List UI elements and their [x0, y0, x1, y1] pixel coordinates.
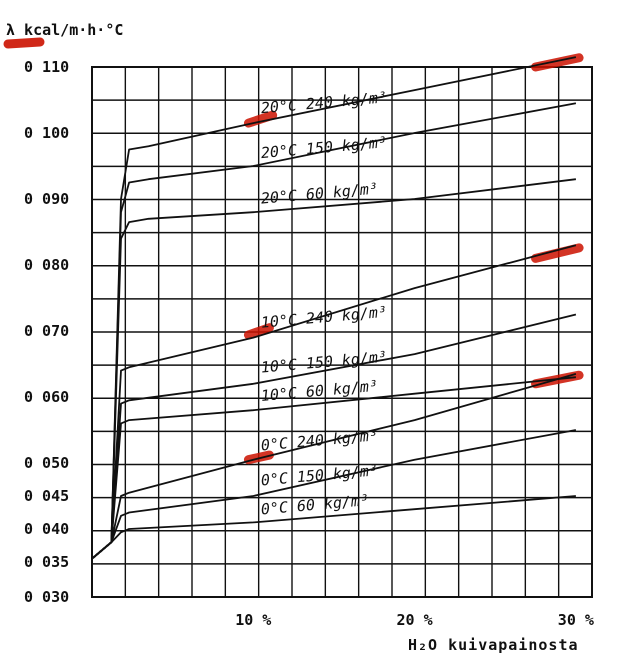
highlight-mark — [531, 53, 584, 72]
highlight-mark — [243, 323, 274, 340]
x-tick-label: 20 % — [397, 611, 433, 629]
x-tick-label: 30 % — [558, 611, 594, 629]
y-tick-label: 0 030 — [24, 588, 69, 606]
series-line-9 — [91, 495, 576, 560]
curve-label-8: 0°C 150 kg/m³ — [260, 461, 379, 489]
y-tick-label: 0 060 — [24, 388, 69, 406]
y-tick-label: 0 070 — [24, 322, 69, 340]
curve-label-5: 10°C 150 kg/m³ — [260, 348, 388, 377]
x-axis-label: H₂O kuivapainosta — [408, 636, 579, 654]
series-line-3 — [91, 178, 577, 560]
y-tick-label: 0 035 — [24, 553, 69, 571]
series-line-2 — [91, 102, 577, 560]
highlight-mark — [243, 110, 278, 128]
y-tick-label: 0 040 — [24, 520, 69, 538]
curve-label-7: 0°C 240 kg/m³ — [260, 426, 379, 454]
curve-label-2: 20°C 150 kg/m³ — [260, 133, 388, 162]
x-tick-labels: 10 % 20 % 30 % — [235, 611, 594, 629]
curve-label-6: 10°C 60 kg/m³ — [260, 377, 379, 405]
y-tick-label: 0 090 — [24, 190, 69, 208]
y-tick-label: 0 100 — [24, 124, 69, 142]
curves — [91, 56, 577, 560]
y-tick-labels: 0 110 0 100 0 090 0 080 0 070 0 060 0 050 0 045… — [24, 58, 69, 606]
y-tick-label: 0 050 — [24, 454, 69, 472]
highlight-mark — [531, 243, 584, 263]
y-tick-label: 0 080 — [24, 256, 69, 274]
highlight-mark — [3, 37, 45, 49]
y-axis-label: λ kcal/m·h·°C — [6, 21, 123, 39]
curve-label-1: 20°C 240 kg/m³ — [260, 88, 388, 117]
y-tick-label: 0 110 — [24, 58, 69, 76]
y-tick-label: 0 045 — [24, 487, 69, 505]
curve-label-4: 10°C 240 kg/m³ — [260, 303, 388, 332]
x-tick-label: 10 % — [235, 611, 271, 629]
